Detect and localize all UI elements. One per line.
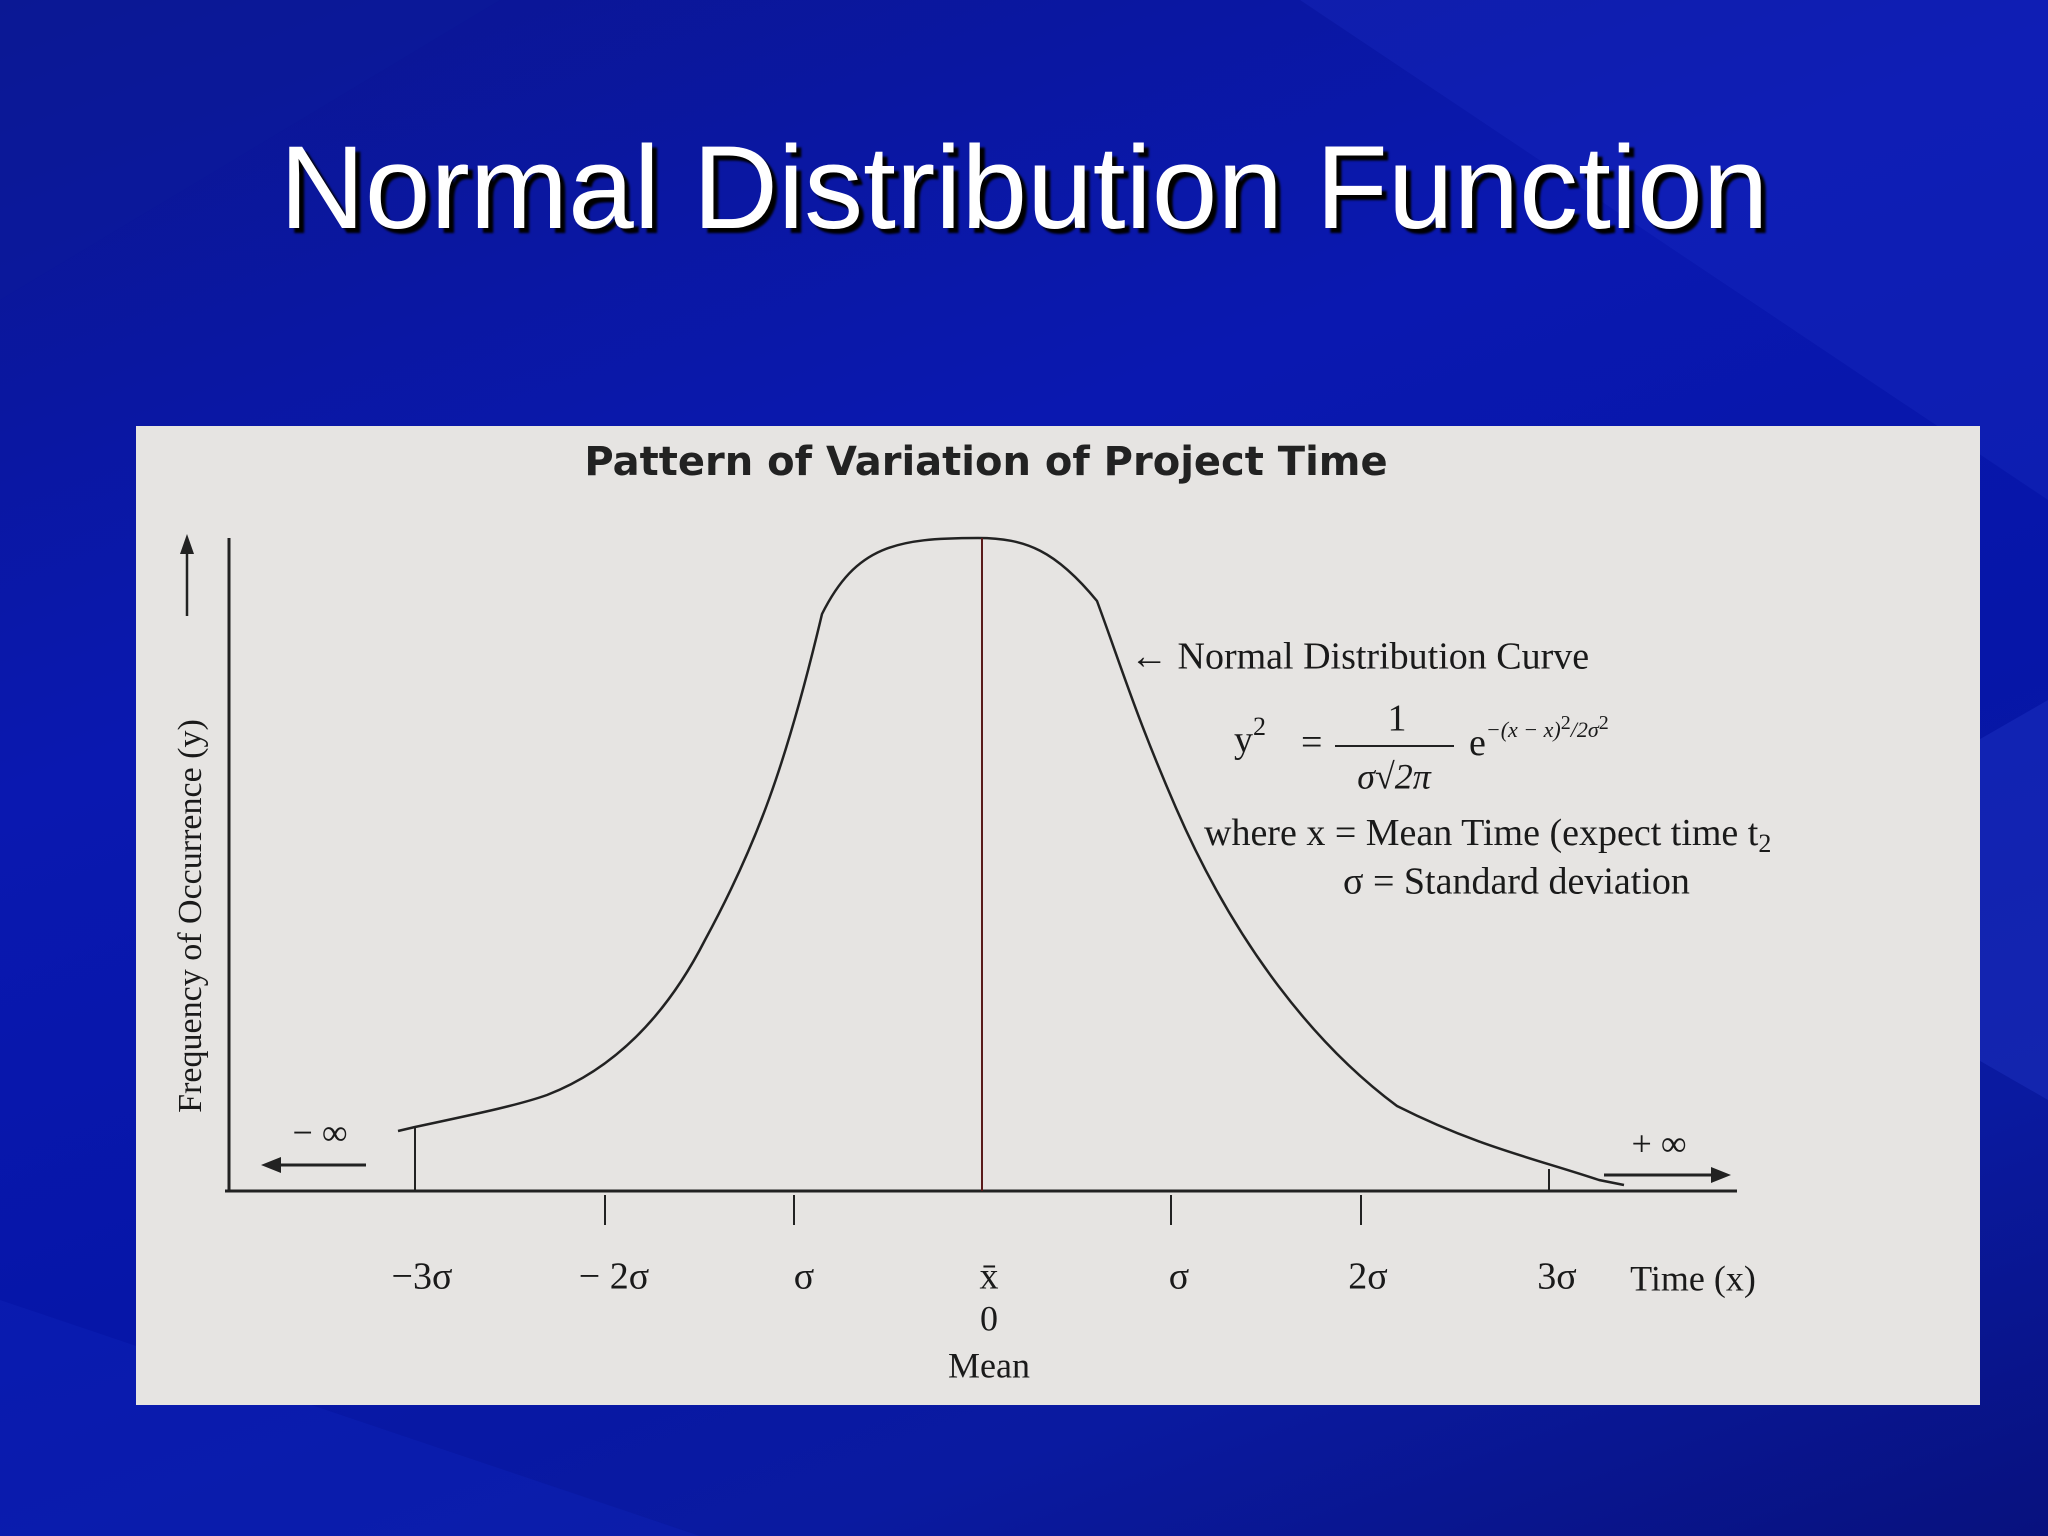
where-text: where x = Mean Time (expect time t [1204,812,1759,854]
mean-label: Mean [948,1345,1030,1385]
x-label: − 2σ [579,1256,649,1298]
formula-part: e [1469,722,1486,764]
normal-curve [397,536,1625,1187]
x-label: σ [794,1256,814,1298]
formula-part: −(x − x) [1486,717,1561,742]
x-label: −3σ [392,1256,453,1298]
x-axis-label: Time (x) [1630,1258,1756,1298]
curve-label: ← Normal Distribution Curve [1130,636,1589,678]
sigma-line: σ = Standard deviation [1343,861,1690,903]
zero-label: 0 [980,1298,998,1338]
y-axis-label: Frequency of Occurrence (y) [172,719,209,1113]
where-line: where x = Mean Time (expect time t2 [1204,812,1771,858]
right-arrow-head [1711,1167,1731,1183]
y-arrow-head [180,534,194,554]
figure-background [136,426,1980,1405]
x-label: σ [1169,1256,1189,1298]
slide-title: Normal Distribution Function [279,122,1769,254]
formula-part: 2 [1253,712,1266,741]
left-arrow-head [261,1157,281,1173]
formula-part: 2 [1561,712,1571,734]
formula-part: y [1234,719,1253,761]
x-labels: −3σ − 2σ σ x̄ σ 2σ 3σ [392,1256,1577,1298]
formula-denominator: σ√2π [1357,756,1432,796]
x-label: 3σ [1537,1256,1576,1298]
x-label: 2σ [1348,1256,1387,1298]
figure-title: Pattern of Variation of Project Time [584,439,1387,485]
formula-lhs: y2 [1234,712,1266,761]
formula-equals: = [1301,722,1322,764]
figure: Pattern of Variation of Project Time Fre… [136,426,1980,1405]
plus-infinity: + ∞ [1632,1123,1687,1163]
x-label: x̄ [980,1256,999,1298]
formula-part: 2 [1599,712,1609,734]
formula-numerator: 1 [1388,698,1407,740]
formula-part: /2σ [1569,717,1600,742]
formula-exponential: e−(x − x)2/2σ2 [1469,712,1609,764]
minus-infinity: − ∞ [293,1112,348,1152]
where-subscript: 2 [1758,829,1771,858]
